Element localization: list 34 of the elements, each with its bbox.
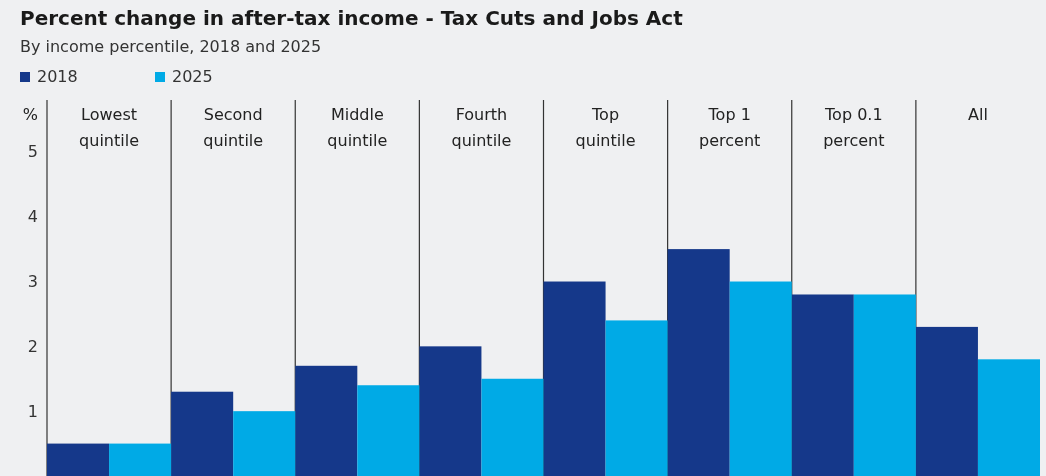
x-tick-label: Top quintile xyxy=(575,105,636,150)
legend-label: 2025 xyxy=(172,67,213,86)
x-tick-label: All xyxy=(968,105,988,124)
bar xyxy=(605,320,668,476)
bar xyxy=(977,359,1040,476)
bar xyxy=(295,365,358,476)
bar xyxy=(667,249,730,476)
bar xyxy=(915,326,978,476)
bar xyxy=(419,346,482,476)
bar xyxy=(543,281,606,476)
bar xyxy=(109,443,172,476)
bar xyxy=(729,281,792,476)
y-tick-label: 2 xyxy=(27,336,38,356)
y-tick-label: 4 xyxy=(27,207,38,227)
legend-label: 2018 xyxy=(37,67,78,86)
y-tick-label: 1 xyxy=(27,401,38,421)
x-tick-label: Fourth quintile xyxy=(451,105,512,150)
x-tick-label: Top 1 percent xyxy=(699,105,761,150)
y-tick-label: 5 xyxy=(27,142,38,162)
chart-title: Percent change in after-tax income - Tax Cuts and Jobs Act xyxy=(20,6,684,30)
bar xyxy=(233,411,296,476)
x-tick-label: Top 0.1 percent xyxy=(823,105,885,150)
x-tick-label: Second quintile xyxy=(203,105,264,150)
bar xyxy=(357,385,420,476)
bar xyxy=(791,294,854,476)
chart-subtitle: By income percentile, 2018 and 2025 xyxy=(20,37,322,56)
bar xyxy=(171,391,234,476)
bar xyxy=(47,443,110,476)
bar xyxy=(481,378,544,476)
bar xyxy=(853,294,916,476)
y-tick-label: 3 xyxy=(27,272,38,292)
x-tick-label: Middle quintile xyxy=(327,105,388,150)
y-axis-title: % xyxy=(22,105,38,124)
x-tick-label: Lowest quintile xyxy=(79,105,140,150)
